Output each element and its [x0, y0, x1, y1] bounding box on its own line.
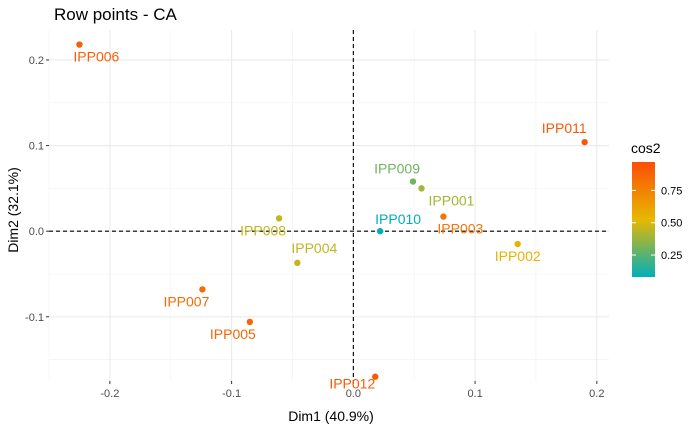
data-point [440, 213, 447, 220]
data-point-label: IPP003 [437, 221, 483, 237]
data-point [76, 41, 83, 48]
data-point [246, 318, 254, 326]
data-point [372, 373, 379, 380]
data-point-label: IPP009 [374, 161, 420, 177]
data-points [76, 41, 588, 380]
data-point [275, 215, 283, 222]
data-point-label: IPP004 [291, 240, 337, 256]
data-point [581, 138, 588, 146]
data-point [514, 240, 521, 248]
data-point [409, 178, 417, 185]
data-point-label: IPP006 [73, 49, 119, 65]
y-tick-label: 0.0 [29, 226, 44, 238]
x-tick-label: 0.0 [346, 388, 361, 400]
data-point [376, 227, 384, 235]
x-axis-title: Dim1 (40.9%) [288, 408, 374, 424]
data-point-label: IPP001 [429, 192, 475, 208]
x-tick-label: -0.1 [222, 388, 241, 400]
grid-major [49, 30, 609, 381]
data-point-label: IPP011 [542, 120, 587, 136]
y-tick-label: 0.2 [29, 55, 44, 67]
legend-colorbar [632, 162, 655, 277]
data-point-label: IPP008 [240, 222, 286, 238]
grid-minor [48, 30, 609, 381]
cos2-legend: cos2 0.25 0.50 0.75 [631, 140, 682, 277]
legend-tick-label: 0.50 [661, 218, 682, 230]
x-axis-ticks: -0.2 -0.1 0.0 0.1 0.2 [100, 381, 604, 400]
y-tick-label: -0.1 [25, 312, 44, 324]
legend-tick-label: 0.75 [661, 185, 682, 197]
x-tick-label: -0.2 [100, 388, 119, 400]
data-point-labels: IPP006 IPP011 IPP009 IPP001 IPP008 IPP010 IPP0… [73, 49, 586, 392]
data-point [199, 286, 206, 293]
data-point-label: IPP005 [210, 326, 256, 342]
y-axis-title: Dim2 (32.1%) [5, 167, 21, 253]
legend-tick-label: 0.25 [661, 250, 682, 262]
data-point-label: IPP002 [495, 248, 541, 264]
data-point-label: IPP007 [163, 293, 209, 309]
legend-title: cos2 [631, 140, 661, 156]
y-axis-ticks: -0.1 0.0 0.1 0.2 [25, 55, 49, 324]
data-point [294, 259, 301, 267]
data-point [418, 185, 425, 192]
x-tick-label: 0.1 [467, 388, 482, 400]
chart-title: Row points - CA [54, 5, 177, 24]
y-tick-label: 0.1 [29, 141, 44, 153]
reference-lines [49, 30, 609, 381]
data-point-label: IPP012 [329, 376, 375, 392]
legend-ticks: 0.25 0.50 0.75 [632, 185, 682, 262]
data-point-label: IPP010 [375, 211, 421, 227]
x-tick-label: 0.2 [589, 388, 604, 400]
